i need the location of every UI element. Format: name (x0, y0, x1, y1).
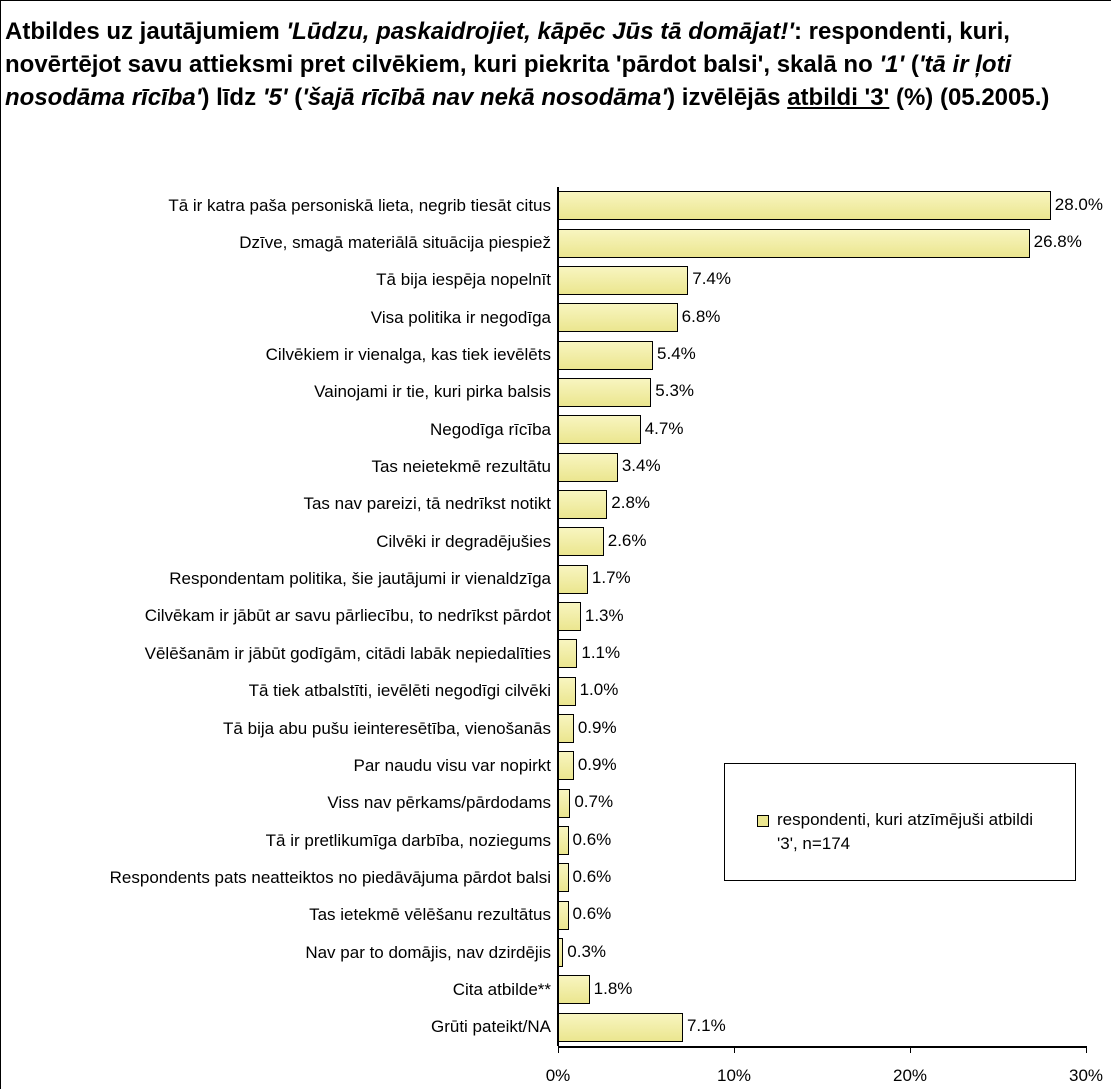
y-tick-label: Tā ir katra paša personiskā lieta, negri… (168, 195, 551, 215)
title-part: ) līdz (201, 84, 263, 111)
bar (558, 676, 576, 706)
title-part: : respondenti, kuri, novērtējot savu att… (5, 18, 1010, 78)
value-label: 0.7% (574, 792, 614, 812)
y-tick-label: Cilvēkam ir jābūt ar savu pārliecību, to… (144, 606, 551, 626)
value-label: 0.6% (572, 904, 612, 924)
value-label: 2.8% (611, 493, 651, 513)
legend-swatch (757, 815, 769, 827)
y-tick-label: Par naudu visu var nopirkt (353, 755, 552, 775)
title-part: 'šajā rīcībā nav nekā nosodāma' (302, 84, 668, 111)
y-tick-label: Tas neietekmē rezultātu (371, 457, 551, 477)
bar (558, 751, 574, 781)
value-label: 7.1% (686, 1016, 726, 1036)
y-tick-label: Tas nav pareizi, tā nedrīkst notikt (303, 494, 551, 514)
y-tick-label: Tā bija abu pušu ieinteresētība, vienoša… (223, 718, 551, 738)
y-tick-label: Tas ietekmē vēlēšanu rezultātus (309, 905, 551, 925)
bar (558, 377, 652, 407)
value-label: 28.0% (1054, 194, 1103, 214)
value-label: 1.1% (581, 642, 621, 662)
y-tick-label: Grūti pateikt/NA (431, 1017, 551, 1037)
value-label: 1.8% (593, 978, 633, 998)
title-part: (%) (05.2005.) (889, 84, 1050, 111)
y-axis (557, 187, 559, 1046)
bar (558, 639, 578, 669)
y-tick-label: Cilvēkiem ir vienalga, kas tiek ievēlēts (265, 345, 551, 365)
y-tick-label: Visa politika ir negodīga (370, 307, 551, 327)
y-tick-label: Tā ir pretlikumīga darbība, noziegums (265, 830, 551, 850)
y-tick-label: Viss nav pērkams/pārdodams (327, 793, 551, 813)
legend: respondenti, kuri atzīmējuši atbildi '3'… (724, 763, 1076, 881)
title-part: 'Lūdzu, paskaidrojiet, kāpēc Jūs tā domā… (286, 18, 794, 45)
value-label: 0.6% (572, 866, 612, 886)
x-tick-label: 30% (1068, 1066, 1104, 1085)
title-part: '5' (262, 84, 288, 111)
legend-label: respondenti, kuri atzīmējuši atbildi '3'… (777, 810, 1034, 853)
bar (558, 826, 569, 856)
value-label: 2.6% (607, 530, 647, 550)
y-tick-label: Cita atbilde** (452, 979, 551, 999)
value-label: 0.6% (572, 829, 612, 849)
x-tick-label: 20% (892, 1066, 928, 1085)
y-tick-label: Cilvēki ir degradējušies (376, 531, 551, 551)
title-part: Atbildes uz jautājumiem (5, 18, 287, 45)
value-label: 0.9% (577, 717, 617, 737)
value-label: 6.8% (681, 306, 721, 326)
value-label: 1.0% (579, 680, 619, 700)
bar (558, 265, 689, 295)
bar (558, 191, 1051, 221)
bar (558, 714, 574, 744)
y-tick-label: Tā bija iespēja nopelnīt (376, 270, 551, 290)
bar (558, 938, 564, 968)
y-tick-label: Respondentam politika, šie jautājumi ir … (169, 569, 551, 589)
value-label: 26.8% (1033, 232, 1082, 252)
value-label: 0.3% (567, 941, 607, 961)
bar (558, 489, 608, 519)
bar (558, 863, 569, 893)
y-tick-label: Respondents pats neatteiktos no piedāvāj… (109, 867, 551, 887)
value-label: 1.3% (584, 605, 624, 625)
x-tick-label: 0% (545, 1066, 571, 1085)
bar (558, 340, 654, 370)
y-tick-label: Nav par to domājis, nav dzirdējis (305, 942, 551, 962)
bar (558, 415, 641, 445)
x-tick (733, 1046, 735, 1053)
title-part: ) izvēlējās (667, 84, 788, 111)
x-tick-label: 10% (716, 1066, 752, 1085)
title-part: ( (904, 51, 919, 78)
bar (558, 900, 569, 930)
bar (558, 788, 571, 818)
title-part: '1' (879, 51, 905, 78)
x-tick (909, 1046, 911, 1053)
bar (558, 452, 618, 482)
value-label: 0.9% (577, 754, 617, 774)
x-tick (557, 1046, 559, 1053)
value-label: 5.4% (657, 344, 696, 364)
bar (558, 564, 588, 594)
y-tick-label: Vēlēšanām ir jābūt godīgām, citādi labāk… (144, 643, 551, 663)
bar (558, 228, 1030, 258)
value-label: 7.4% (692, 269, 731, 289)
value-label: 3.4% (621, 456, 661, 476)
value-label: 5.3% (655, 381, 695, 401)
value-label: 1.7% (591, 568, 631, 588)
y-tick-label: Negodīga rīcība (430, 419, 551, 439)
y-tick-label: Vainojami ir tie, kuri pirka balsis (314, 382, 551, 402)
chart-title: Atbildes uz jautājumiem 'Lūdzu, paskaidr… (5, 15, 1085, 114)
x-tick (1085, 1046, 1087, 1053)
bar (558, 527, 604, 557)
title-part: ( (287, 84, 303, 111)
bar (558, 303, 678, 333)
bar (558, 1012, 683, 1042)
bar (558, 975, 590, 1005)
value-label: 4.7% (644, 418, 684, 438)
title-part: 'tā ir ļoti nosodāma rīcība' (5, 51, 1012, 111)
y-tick-label: Dzīve, smagā materiālā situācija piespie… (239, 233, 551, 253)
title-part: atbildi '3' (787, 84, 890, 111)
x-axis (558, 1046, 1087, 1048)
bar (558, 602, 581, 631)
y-tick-label: Tā tiek atbalstīti, ievēlēti negodīgi ci… (248, 681, 551, 701)
